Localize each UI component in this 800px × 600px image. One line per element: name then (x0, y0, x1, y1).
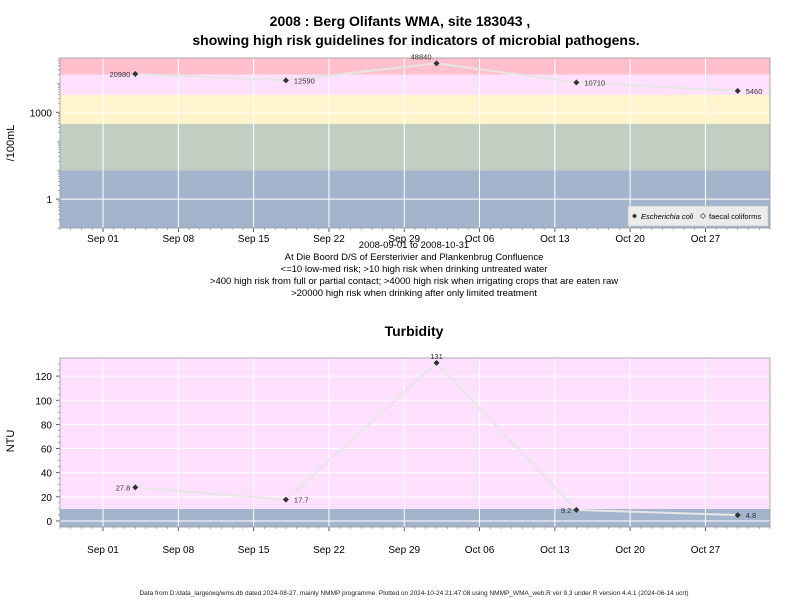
microbe-data-label: 10710 (584, 78, 605, 87)
turbidity-title: Turbidity (385, 323, 444, 339)
chart-title-line1: 2008 : Berg Olifants WMA, site 183043 , (270, 13, 531, 29)
microbe-data-label: 5460 (746, 87, 763, 96)
turbidity-data-point (734, 512, 741, 519)
turbidity-y-tick-label: 60 (41, 445, 53, 456)
caption-line-5: >20000 high risk when drinking after onl… (291, 288, 537, 299)
legend-faecal-marker (700, 213, 706, 219)
microbe-y-tick-label: 1 (46, 195, 52, 206)
caption-line-3: <=10 low-med risk; >10 high risk when dr… (281, 264, 548, 275)
turbidity-frame (59, 357, 771, 528)
turbidity-x-tick-label: Oct 20 (615, 545, 645, 556)
turbidity-x-tick-label: Sep 08 (162, 545, 194, 556)
turbidity-data-label: 27.8 (116, 483, 131, 492)
turbidity-x-tick-label: Sep 22 (313, 545, 345, 556)
turbidity-data-label: 131 (430, 352, 443, 361)
legend-faecal-label: faecal coliforms (709, 212, 761, 221)
turbidity-data-label: 9.2 (561, 506, 571, 515)
turbidity-y-tick-label: 0 (46, 517, 52, 528)
microbe-risk-band (60, 94, 770, 124)
turbidity-y-axis-label: NTU (5, 430, 17, 453)
turbidity-x-tick-label: Oct 27 (691, 545, 721, 556)
microbe-data-label: 20980 (109, 70, 130, 79)
turbidity-y-tick-label: 40 (41, 469, 53, 480)
microbe-x-tick-label: Oct 20 (615, 234, 645, 245)
turbidity-data-point (433, 359, 440, 366)
microbe-x-tick-label: Sep 01 (87, 234, 119, 245)
turbidity-data-point (132, 484, 139, 491)
microbe-x-tick-label: Sep 22 (313, 234, 345, 245)
microbe-data-point (132, 71, 139, 78)
legend-ecoli-marker (632, 213, 637, 219)
microbe-y-tick-label: 1000 (30, 108, 53, 119)
turbidity-data-point (573, 506, 580, 513)
microbe-data-label: 12590 (294, 76, 315, 85)
turbidity-x-tick-label: Sep 01 (87, 545, 119, 556)
microbe-data-point (282, 77, 289, 84)
microbe-plot: Sep 01 Sep 08 Sep 15 Sep 22 Sep 29 Oct 06 Oct … (30, 52, 771, 245)
turbidity-risk-band (60, 508, 770, 527)
turbidity-x-tick-label: Oct 06 (465, 545, 495, 556)
microbe-x-tick-label: Oct 13 (540, 234, 570, 245)
microbe-data-label: 48840 (411, 52, 432, 61)
caption-line-1: 2008-09-01 to 2008-10-31 (359, 240, 469, 251)
turbidity-y-tick-label: 80 (41, 420, 53, 431)
microbe-y-axis-label: /100mL (5, 125, 17, 162)
caption-line-2: At Die Boord D/S of Eersterivier and Pla… (285, 252, 544, 263)
turbidity-data-label: 4.8 (746, 511, 756, 520)
microbe-x-tick-label: Sep 15 (238, 234, 270, 245)
turbidity-x-tick-label: Sep 29 (388, 545, 420, 556)
turbidity-x-tick-label: Oct 13 (540, 545, 570, 556)
turbidity-y-tick-label: 120 (35, 372, 52, 383)
microbe-risk-band (60, 74, 770, 95)
footer-note: Data from D:/data_large/wq/wms.db dated … (139, 590, 688, 597)
chart-title-line2: showing high risk guidelines for indicat… (192, 32, 639, 48)
turbidity-y-tick-label: 20 (41, 493, 53, 504)
legend-ecoli-label: Escherichia coli (641, 212, 693, 221)
microbe-data-point (734, 87, 741, 94)
turbidity-y-tick-label: 100 (35, 396, 52, 407)
microbe-x-tick-label: Sep 08 (162, 234, 194, 245)
microbe-x-tick-label: Oct 27 (691, 234, 721, 245)
legend: Escherichia coli faecal coliforms (627, 205, 769, 227)
microbe-data-point (573, 79, 580, 86)
microbe-x-tick-label: Sep 29 (388, 234, 420, 245)
caption-line-4: >400 high risk from full or partial cont… (210, 276, 618, 287)
turbidity-plot: Sep 01 Sep 08 Sep 15 Sep 22 Sep 29 Oct 06 Oct … (35, 352, 771, 556)
microbe-x-tick-label: Oct 06 (465, 234, 495, 245)
microbe-frame (59, 57, 771, 229)
turbidity-risk-band (60, 358, 770, 509)
microbe-data-point (433, 60, 440, 67)
microbe-risk-band (60, 123, 770, 171)
turbidity-data-point (282, 496, 289, 503)
turbidity-data-label: 17.7 (294, 496, 309, 505)
turbidity-x-tick-label: Sep 15 (238, 545, 270, 556)
